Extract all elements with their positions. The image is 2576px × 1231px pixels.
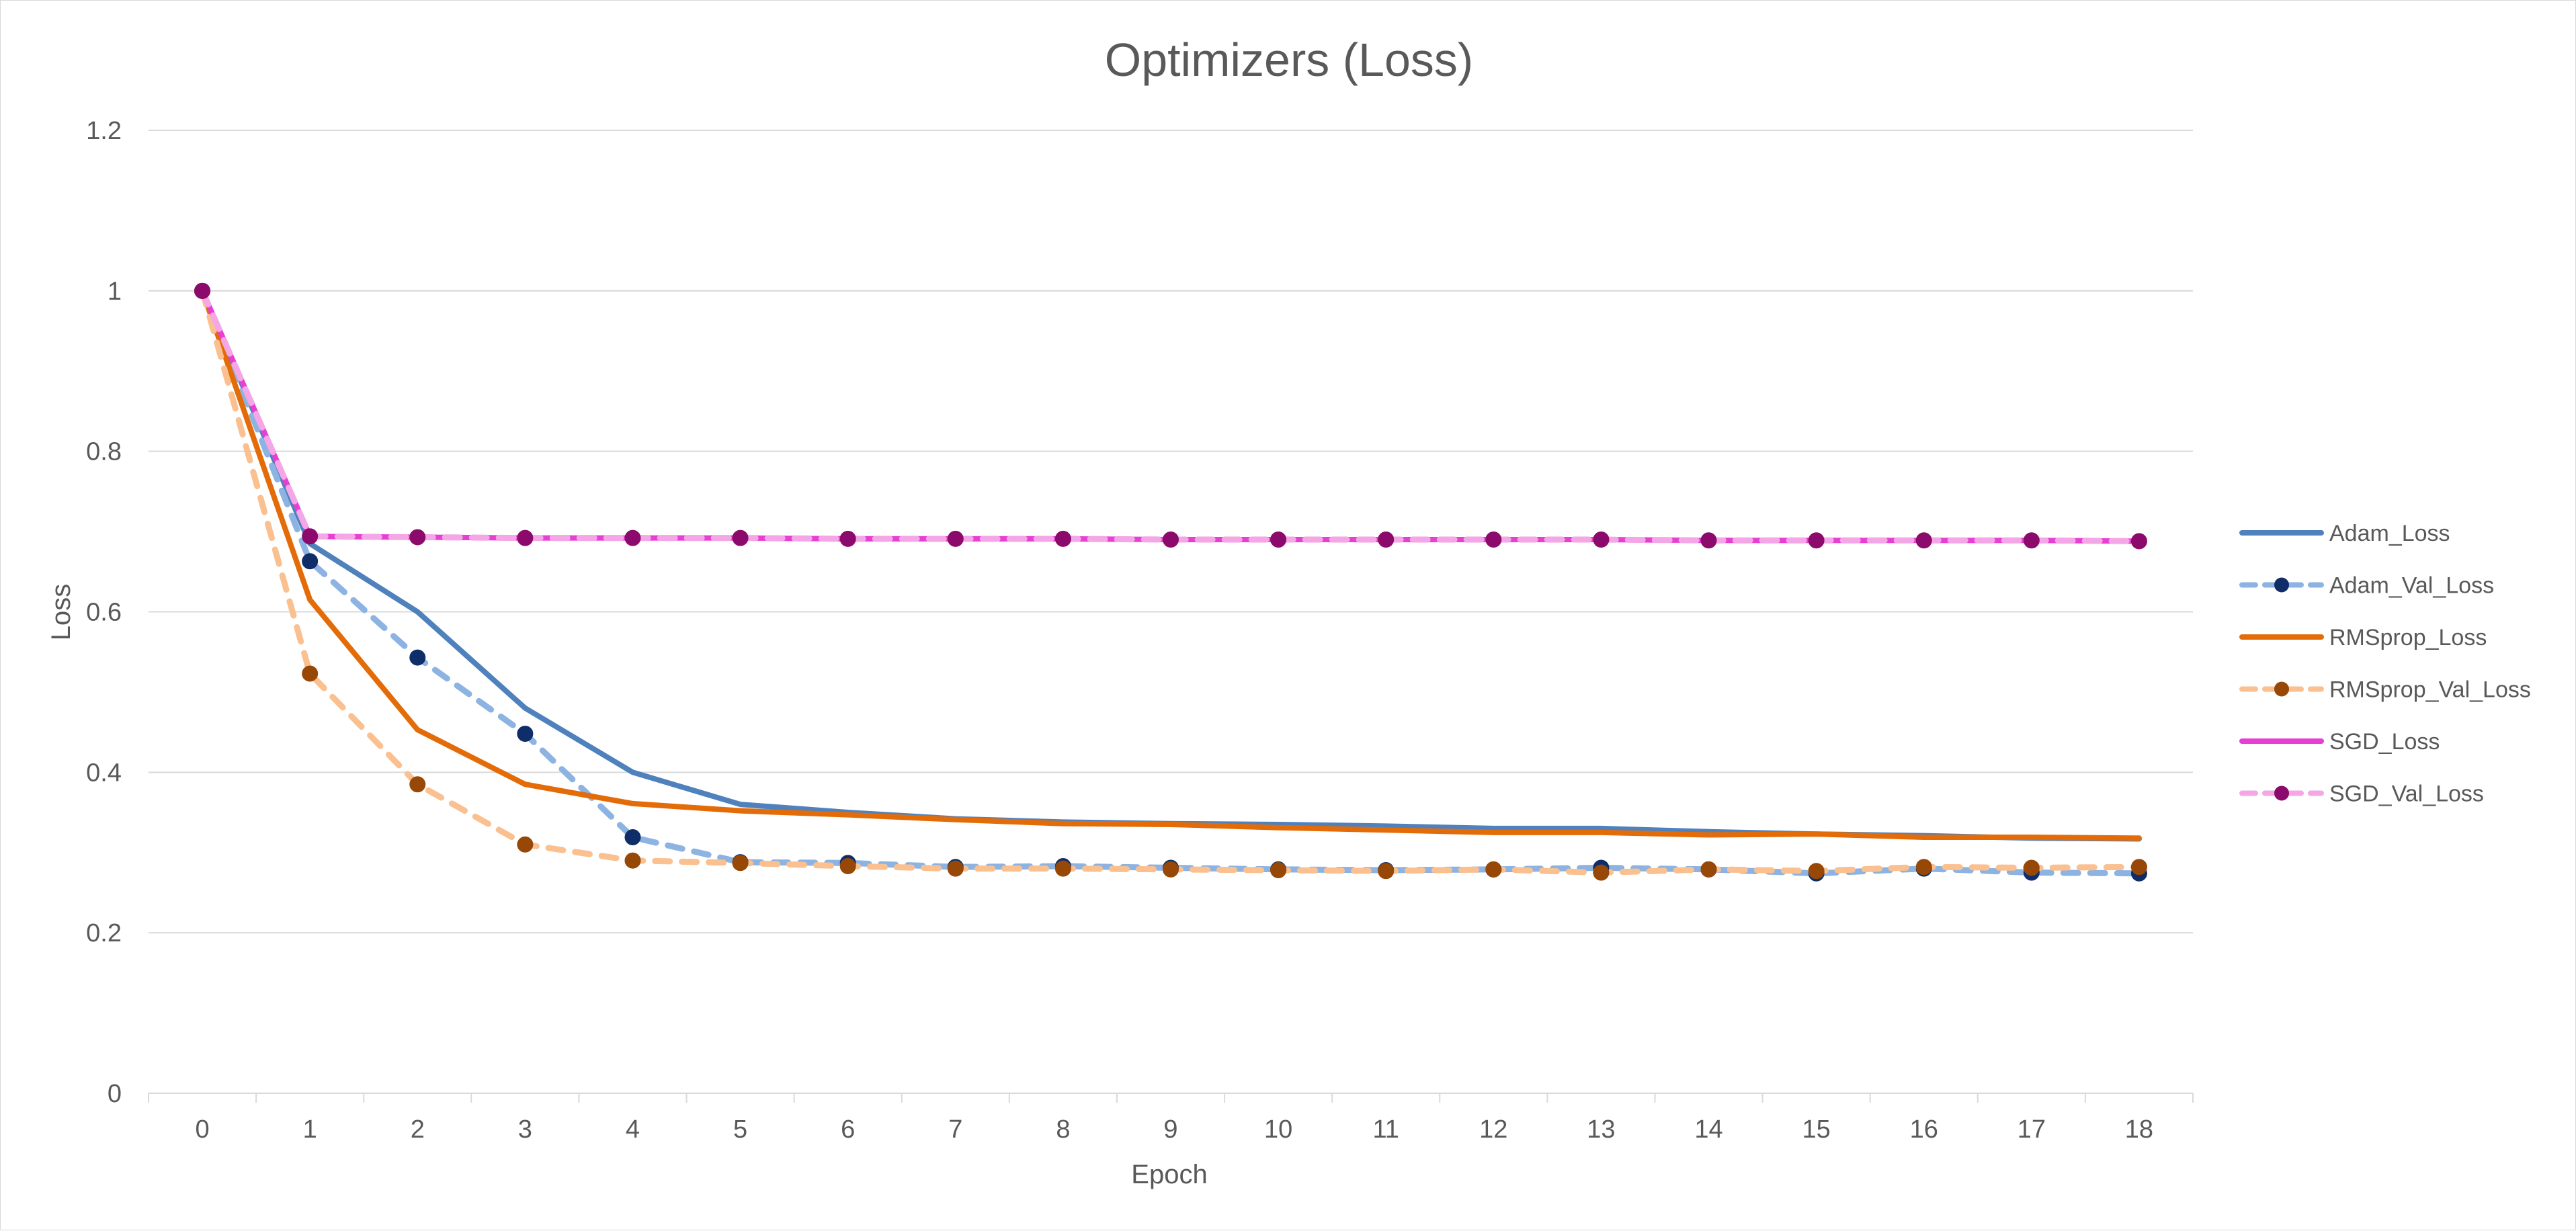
legend-marker — [2274, 786, 2289, 801]
data-point-sgd-val-loss — [1808, 532, 1825, 549]
series-line-rmsprop-val-loss — [199, 288, 2143, 876]
data-point-sgd-val-loss — [1485, 532, 1502, 548]
data-point-sgd-val-loss — [732, 529, 749, 546]
x-tick-label: 5 — [733, 1115, 747, 1144]
data-point-rmsprop-val-loss — [1270, 862, 1287, 879]
data-point-rmsprop-val-loss — [947, 860, 964, 877]
x-tick-label: 17 — [2018, 1115, 2046, 1144]
data-point-sgd-val-loss — [839, 530, 856, 547]
data-point-rmsprop-val-loss — [1378, 863, 1395, 880]
y-tick-label: 1 — [108, 278, 122, 306]
data-point-sgd-val-loss — [624, 529, 641, 546]
data-point-rmsprop-val-loss — [302, 665, 319, 682]
y-tick-label: 0.2 — [86, 919, 122, 947]
x-tick-label: 8 — [1056, 1115, 1070, 1144]
data-point-rmsprop-val-loss — [624, 852, 641, 869]
data-point-adam-val-loss — [624, 829, 641, 846]
data-point-rmsprop-val-loss — [409, 776, 426, 793]
legend-label: SGD_Val_Loss — [2329, 781, 2484, 807]
data-point-rmsprop-val-loss — [732, 855, 749, 872]
y-tick-label: 0 — [108, 1080, 122, 1108]
x-tick-label: 15 — [1802, 1115, 1830, 1144]
series-line-adam-val-loss — [199, 288, 2143, 877]
y-tick-label: 0.6 — [86, 599, 122, 627]
series-markers — [194, 282, 2147, 882]
data-point-sgd-val-loss — [302, 528, 319, 545]
data-point-sgd-val-loss — [194, 282, 211, 299]
x-tick-label: 14 — [1694, 1115, 1722, 1144]
data-point-rmsprop-val-loss — [1054, 860, 1071, 877]
data-point-sgd-val-loss — [1054, 530, 1071, 547]
data-point-rmsprop-val-loss — [1915, 859, 1932, 876]
x-tick-label: 12 — [1479, 1115, 1507, 1144]
legend-label: RMSprop_Loss — [2329, 625, 2487, 650]
x-tick-label: 1 — [303, 1115, 317, 1144]
gridlines — [149, 130, 2193, 934]
x-tick-label: 10 — [1264, 1115, 1292, 1144]
legend-label: Adam_Val_Loss — [2329, 573, 2494, 599]
x-tick-label: 6 — [841, 1115, 855, 1144]
x-axis-title: Epoch — [1131, 1160, 1207, 1189]
legend-marker — [2274, 577, 2289, 593]
series-line-sgd-loss — [200, 288, 2142, 544]
data-point-sgd-val-loss — [2130, 533, 2147, 550]
x-tick-label: 11 — [1372, 1115, 1399, 1144]
y-tick-label: 1.2 — [86, 117, 122, 145]
x-tick-label: 7 — [948, 1115, 962, 1144]
chart-title: Optimizers (Loss) — [1105, 34, 1473, 86]
x-tick-label: 9 — [1163, 1115, 1177, 1144]
data-point-rmsprop-val-loss — [1163, 861, 1179, 878]
axes: 00.20.40.60.811.20 1 2 3 4 5 6 7 8 9 10 11 12 13 14 15 1… — [86, 117, 2194, 1144]
series-line-sgd-val-loss — [199, 288, 2143, 544]
data-point-sgd-val-loss — [1700, 532, 1717, 549]
data-point-rmsprop-val-loss — [517, 836, 534, 853]
y-tick-label: 0.4 — [86, 759, 122, 787]
data-point-rmsprop-val-loss — [2023, 859, 2040, 876]
legend-marker — [2274, 681, 2289, 697]
data-point-rmsprop-val-loss — [1700, 861, 1717, 878]
x-tick-label: 3 — [518, 1115, 532, 1144]
data-point-rmsprop-val-loss — [839, 858, 856, 875]
data-point-sgd-val-loss — [1593, 532, 1610, 548]
data-point-sgd-val-loss — [1378, 532, 1395, 548]
legend-label: RMSprop_Val_Loss — [2329, 677, 2531, 703]
data-point-sgd-val-loss — [947, 530, 964, 547]
data-point-adam-val-loss — [302, 553, 319, 570]
legend: Adam_Loss Adam_Val_Loss RMSprop_Loss RMSpro… — [2239, 521, 2531, 807]
data-point-rmsprop-val-loss — [2130, 859, 2147, 876]
data-point-sgd-val-loss — [1270, 532, 1287, 548]
series-line-rmsprop-loss — [200, 288, 2142, 841]
y-tick-label: 0.8 — [86, 438, 122, 466]
data-point-adam-val-loss — [409, 649, 426, 666]
data-point-sgd-val-loss — [2023, 532, 2040, 549]
legend-label: Adam_Loss — [2329, 521, 2450, 546]
series-lines — [199, 288, 2143, 877]
x-tick-label: 2 — [411, 1115, 425, 1144]
data-point-sgd-val-loss — [517, 529, 534, 546]
data-point-sgd-val-loss — [1163, 532, 1179, 548]
x-tick-label: 18 — [2125, 1115, 2153, 1144]
data-point-sgd-val-loss — [409, 529, 426, 546]
x-tick-label: 4 — [626, 1115, 640, 1144]
series-line-adam-loss — [200, 288, 2142, 842]
data-point-rmsprop-val-loss — [1485, 861, 1502, 878]
x-tick-label: 0 — [195, 1115, 209, 1144]
data-point-rmsprop-val-loss — [1593, 864, 1610, 881]
legend-label: SGD_Loss — [2329, 729, 2440, 755]
y-axis-title: Loss — [46, 584, 76, 641]
data-point-adam-val-loss — [517, 726, 534, 742]
x-tick-label: 16 — [1910, 1115, 1938, 1144]
data-point-rmsprop-val-loss — [1808, 863, 1825, 880]
data-point-sgd-val-loss — [1915, 532, 1932, 549]
x-tick-label: 13 — [1587, 1115, 1615, 1144]
